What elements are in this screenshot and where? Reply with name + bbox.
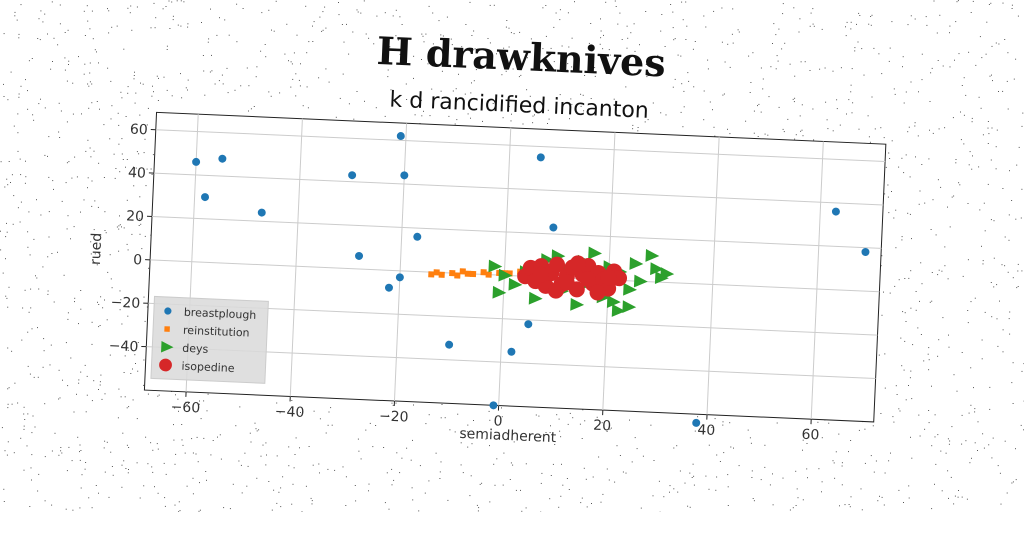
noise-dot [88,497,89,498]
noise-dot [272,510,273,511]
noise-dot [1012,8,1013,9]
x-tick-label: −60 [170,399,200,416]
noise-dot [1012,5,1013,6]
noise-dot [165,506,166,507]
data-point [433,269,439,275]
noise-dot [858,13,859,14]
y-tick-label: 20 [126,208,145,225]
noise-dot [939,15,940,16]
x-tick-label: 60 [801,427,820,444]
noise-dot [280,506,281,507]
noise-dot [418,510,419,511]
noise-dot [345,505,346,506]
noise-dot [670,4,671,5]
noise-dot [4,96,5,97]
noise-dot [973,1,974,2]
noise-dot [4,33,5,34]
noise-dot [230,508,231,509]
noise-dot [389,509,390,510]
y-tick-label: −20 [110,295,140,312]
noise-dot [1018,16,1019,17]
noise-dot [4,501,5,502]
noise-dot [92,507,93,508]
legend-label: isopedine [181,360,235,375]
noise-dot [180,510,181,511]
noise-dot [1003,3,1004,4]
noise-dot [3,84,4,85]
noise-dot [934,1,935,2]
legend-label: deys [182,342,209,356]
x-tick-label: −20 [379,408,409,425]
data-point [428,271,434,277]
noise-dot [140,498,141,499]
noise-dot [793,7,794,8]
noise-dot [971,12,972,13]
noise-dot [45,500,46,501]
y-tick-label: 0 [133,252,143,268]
data-point [460,268,466,274]
data-point [454,272,460,278]
noise-dot [1021,425,1022,426]
noise-dot [958,0,959,1]
noise-dot [29,506,30,507]
noise-dot [51,505,52,506]
y-tick-label: 40 [128,165,147,182]
noise-dot [989,4,990,5]
noise-dot [79,507,80,508]
chart-subtitle: k d rancidified incanton [389,88,649,124]
data-point [470,271,476,277]
noise-dot [223,507,224,508]
noise-dot [291,504,292,505]
noise-dot [1016,479,1017,480]
noise-dot [685,2,686,3]
noise-dot [1,161,2,162]
chart-title: H drawknives [376,28,667,86]
x-tick-label: 40 [697,422,716,439]
noise-dot [990,3,991,4]
noise-dot [615,1,616,2]
x-tick-label: 20 [593,418,612,435]
noise-dot [164,497,165,498]
noise-dot [812,8,813,9]
noise-dot [66,509,67,510]
noise-dot [109,497,110,498]
legend-marker [164,326,170,332]
noise-dot [957,1,958,2]
noise-dot [200,510,201,511]
noise-dot [276,503,277,504]
x-tick-label: −40 [274,404,304,421]
y-axis-label: rued [88,232,105,265]
noise-dot [175,505,176,506]
noise-dot [605,2,606,3]
x-axis-label: semiadherent [459,426,557,446]
noise-dot [911,15,912,16]
noise-dot [179,501,180,502]
data-point [486,272,492,278]
noise-dot [681,2,682,3]
noise-dot [72,510,73,511]
y-tick-label: 60 [130,122,149,139]
y-tick-label: −40 [108,338,138,355]
noise-dot [783,3,784,4]
noise-dot [1022,371,1023,372]
